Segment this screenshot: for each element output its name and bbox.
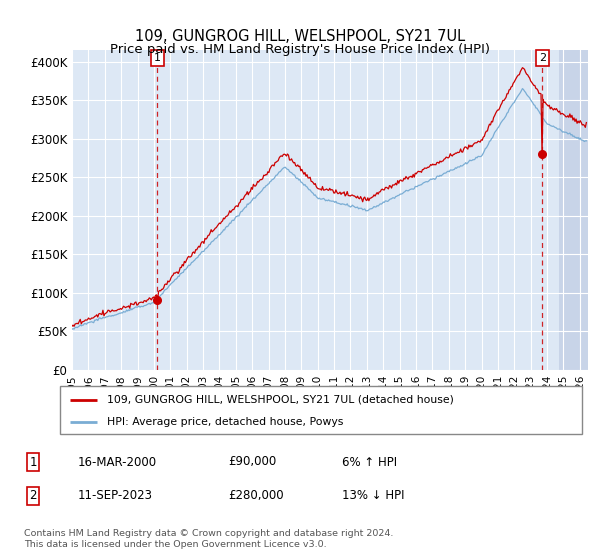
Text: 1: 1 — [29, 455, 37, 469]
Text: 6% ↑ HPI: 6% ↑ HPI — [342, 455, 397, 469]
Text: Price paid vs. HM Land Registry's House Price Index (HPI): Price paid vs. HM Land Registry's House … — [110, 43, 490, 56]
Bar — [559, 50, 588, 370]
FancyBboxPatch shape — [60, 386, 582, 434]
Text: 109, GUNGROG HILL, WELSHPOOL, SY21 7UL: 109, GUNGROG HILL, WELSHPOOL, SY21 7UL — [135, 29, 465, 44]
Text: 13% ↓ HPI: 13% ↓ HPI — [342, 489, 404, 502]
Text: 16-MAR-2000: 16-MAR-2000 — [78, 455, 157, 469]
Text: 1: 1 — [154, 53, 161, 63]
Text: HPI: Average price, detached house, Powys: HPI: Average price, detached house, Powy… — [107, 417, 343, 427]
Text: 2: 2 — [29, 489, 37, 502]
Text: 11-SEP-2023: 11-SEP-2023 — [78, 489, 153, 502]
Bar — [559, 50, 588, 370]
Text: 109, GUNGROG HILL, WELSHPOOL, SY21 7UL (detached house): 109, GUNGROG HILL, WELSHPOOL, SY21 7UL (… — [107, 395, 454, 405]
Text: Contains HM Land Registry data © Crown copyright and database right 2024.
This d: Contains HM Land Registry data © Crown c… — [24, 529, 394, 549]
Text: £280,000: £280,000 — [228, 489, 284, 502]
Text: 2: 2 — [539, 53, 546, 63]
Text: £90,000: £90,000 — [228, 455, 276, 469]
